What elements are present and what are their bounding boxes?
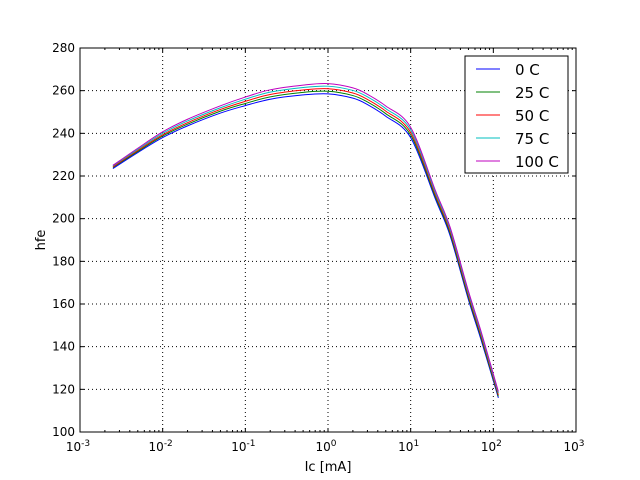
x-tick-base: 10 <box>66 440 81 454</box>
y-tick-label: 160 <box>52 297 75 311</box>
x-tick-base: 10 <box>231 440 246 454</box>
x-tick-label: 10-1 <box>231 439 255 454</box>
x-tick-label: 101 <box>398 439 419 454</box>
axis-ticks: 10-3 10-2 10-1 100 101 102 1031001201401601802… <box>52 41 584 454</box>
y-tick-label: 240 <box>52 126 75 140</box>
series-line-75-c <box>112 85 499 394</box>
x-tick-base: 10 <box>315 440 330 454</box>
series-line-25-c <box>112 90 499 397</box>
legend-label: 100 C <box>515 153 559 171</box>
x-tick-exponent: 3 <box>579 439 585 449</box>
y-tick-label: 120 <box>52 382 75 396</box>
x-tick-exponent: -1 <box>246 439 255 449</box>
series-line-50-c <box>112 88 499 396</box>
x-tick-base: 10 <box>149 440 164 454</box>
series-lines <box>112 83 499 399</box>
series-line-100-c <box>112 83 499 392</box>
legend: 0 C 25 C 50 C 75 C 100 C <box>464 55 569 174</box>
x-tick-base: 10 <box>563 440 578 454</box>
y-tick-label: 100 <box>52 425 75 439</box>
legend-label: 50 C <box>515 107 549 125</box>
legend-label: 0 C <box>515 61 540 79</box>
y-tick-label: 200 <box>52 212 75 226</box>
x-axis-label: Ic [mA] <box>305 460 352 475</box>
y-tick-label: 220 <box>52 169 75 183</box>
y-tick-label: 260 <box>52 84 75 98</box>
series-line-0-c <box>112 93 499 399</box>
x-tick-label: 103 <box>563 439 584 454</box>
legend-label: 75 C <box>515 130 549 148</box>
x-tick-base: 10 <box>398 440 413 454</box>
legend-label: 25 C <box>515 84 549 102</box>
x-tick-exponent: 1 <box>413 439 419 449</box>
x-tick-base: 10 <box>481 440 496 454</box>
x-tick-label: 10-3 <box>66 439 90 454</box>
x-tick-exponent: 2 <box>496 439 502 449</box>
x-tick-label: 102 <box>481 439 502 454</box>
x-tick-label: 100 <box>315 439 336 454</box>
x-tick-exponent: -2 <box>164 439 173 449</box>
y-axis-label: hfe <box>34 230 49 251</box>
x-tick-exponent: -3 <box>81 439 90 449</box>
y-tick-label: 180 <box>52 254 75 268</box>
y-tick-label: 140 <box>52 340 75 354</box>
y-tick-label: 280 <box>52 41 75 55</box>
x-tick-exponent: 0 <box>331 439 337 449</box>
x-tick-label: 10-2 <box>149 439 173 454</box>
